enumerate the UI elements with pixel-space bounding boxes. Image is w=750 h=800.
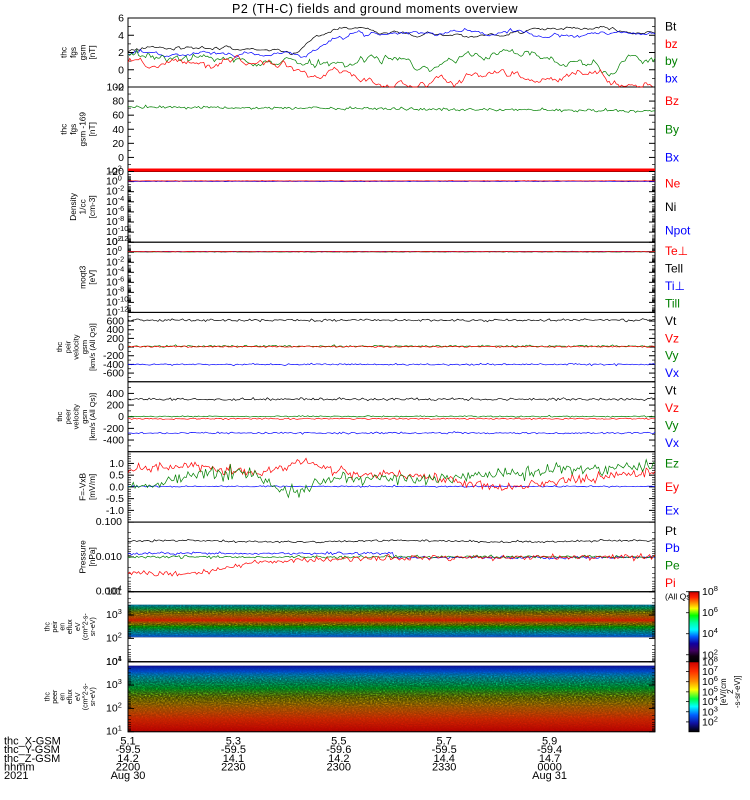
- svg-text:Aug 31: Aug 31: [532, 770, 567, 782]
- svg-text:0.010: 0.010: [96, 551, 122, 563]
- svg-text:Density: Density: [68, 192, 78, 221]
- svg-text:Ti⊥: Ti⊥: [665, 279, 685, 293]
- svg-text:[nPa]: [nPa]: [87, 547, 97, 566]
- svg-text:Ex: Ex: [665, 503, 679, 517]
- svg-text:fgs: fgs: [68, 124, 78, 135]
- svg-text:Bt: Bt: [665, 20, 677, 34]
- svg-text:1/cc: 1/cc: [78, 199, 88, 214]
- svg-text:thc: thc: [59, 47, 69, 58]
- svg-text:2230: 2230: [221, 762, 245, 774]
- svg-text:eflux: eflux: [67, 619, 74, 634]
- svg-text:By: By: [665, 122, 679, 136]
- svg-text:Ey: Ey: [665, 480, 679, 494]
- svg-text:-s-sr-eV)]: -s-sr-eV)]: [733, 676, 742, 708]
- svg-text:Pressure: Pressure: [78, 540, 88, 574]
- svg-text:100: 100: [106, 82, 124, 94]
- svg-text:eV: eV: [75, 622, 82, 631]
- svg-text:bz: bz: [665, 37, 678, 51]
- svg-text:Vz: Vz: [665, 401, 679, 415]
- svg-text:moqt3: moqt3: [78, 265, 88, 288]
- svg-text:[eV]: [eV]: [87, 270, 97, 285]
- svg-text:[nT]: [nT]: [87, 122, 97, 136]
- svg-text:en: en: [60, 693, 67, 701]
- svg-text:0: 0: [118, 411, 124, 423]
- svg-text:600: 600: [106, 316, 124, 328]
- svg-text:Te⊥: Te⊥: [665, 244, 688, 258]
- svg-text:gsm -169: gsm -169: [78, 112, 88, 147]
- svg-text:bx: bx: [665, 71, 678, 85]
- svg-text:Vx: Vx: [665, 436, 679, 450]
- svg-text:[cm-3]: [cm-3]: [87, 195, 97, 218]
- svg-text:-1.0: -1.0: [106, 505, 124, 517]
- svg-text:20: 20: [112, 138, 124, 150]
- svg-text:[mV/m]: [mV/m]: [87, 474, 97, 500]
- svg-text:[km/s (All Qs)]: [km/s (All Qs)]: [88, 393, 97, 441]
- svg-text:-200: -200: [103, 423, 124, 435]
- svg-text:en: en: [60, 623, 67, 631]
- svg-text:4: 4: [118, 30, 124, 42]
- svg-text:Aug 30: Aug 30: [111, 770, 146, 782]
- svg-text:Vt: Vt: [665, 383, 677, 397]
- svg-text:peir: peir: [52, 620, 59, 632]
- svg-text:2330: 2330: [432, 762, 456, 774]
- svg-text:-0.5: -0.5: [106, 493, 124, 505]
- svg-text:Pb: Pb: [665, 541, 680, 555]
- svg-text:P2 (TH-C) fields and ground mo: P2 (TH-C) fields and ground moments over…: [232, 2, 518, 16]
- svg-text:[nT]: [nT]: [87, 45, 97, 59]
- svg-text:Till: Till: [665, 297, 680, 311]
- svg-text:2021: 2021: [4, 770, 28, 782]
- svg-text:0.100: 0.100: [96, 516, 122, 528]
- svg-text:gsm: gsm: [78, 45, 88, 61]
- svg-text:thc: thc: [44, 622, 51, 632]
- svg-text:Vy: Vy: [665, 418, 679, 432]
- svg-text:2: 2: [118, 47, 124, 59]
- svg-text:60: 60: [112, 110, 124, 122]
- svg-text:0.5: 0.5: [109, 470, 124, 482]
- svg-text:2300: 2300: [327, 762, 351, 774]
- svg-text:Vx: Vx: [665, 366, 679, 380]
- svg-text:fgs: fgs: [68, 47, 78, 58]
- svg-text:Vz: Vz: [665, 331, 679, 345]
- svg-text:Ez: Ez: [665, 456, 679, 470]
- svg-text:eflux: eflux: [67, 689, 74, 704]
- svg-text:Ni: Ni: [665, 200, 676, 214]
- svg-text:0.0: 0.0: [109, 481, 124, 493]
- svg-text:by: by: [665, 54, 678, 68]
- svg-text:sr-eV): sr-eV): [90, 687, 97, 706]
- svg-text:40: 40: [112, 124, 124, 136]
- svg-text:(cm^2-s-: (cm^2-s-: [82, 613, 89, 641]
- svg-text:80: 80: [112, 96, 124, 108]
- svg-text:eV: eV: [75, 692, 82, 701]
- svg-text:Vt: Vt: [665, 314, 677, 328]
- svg-text:thc: thc: [59, 124, 69, 135]
- svg-text:[km/s (All Qs)]: [km/s (All Qs)]: [88, 323, 97, 371]
- svg-text:0: 0: [118, 64, 124, 76]
- svg-text:Ne: Ne: [665, 176, 681, 190]
- svg-text:Pi: Pi: [665, 576, 676, 590]
- svg-text:Vy: Vy: [665, 349, 679, 363]
- svg-text:sr-eV): sr-eV): [90, 617, 97, 636]
- svg-text:(cm^2-s-: (cm^2-s-: [82, 683, 89, 711]
- svg-text:F=-VxB: F=-VxB: [78, 472, 88, 500]
- svg-text:1.0: 1.0: [109, 458, 124, 470]
- svg-text:thc: thc: [44, 692, 51, 702]
- svg-text:Bx: Bx: [665, 150, 679, 164]
- svg-text:Tell: Tell: [665, 262, 683, 276]
- svg-text:400: 400: [106, 388, 124, 400]
- svg-text:Pe: Pe: [665, 559, 680, 573]
- svg-text:-400: -400: [103, 435, 124, 447]
- svg-text:Npot: Npot: [665, 223, 691, 237]
- svg-text:Bz: Bz: [665, 94, 679, 108]
- svg-text:200: 200: [106, 400, 124, 412]
- svg-text:6: 6: [118, 13, 124, 25]
- svg-text:Pt: Pt: [665, 524, 677, 538]
- svg-text:peer: peer: [52, 689, 59, 704]
